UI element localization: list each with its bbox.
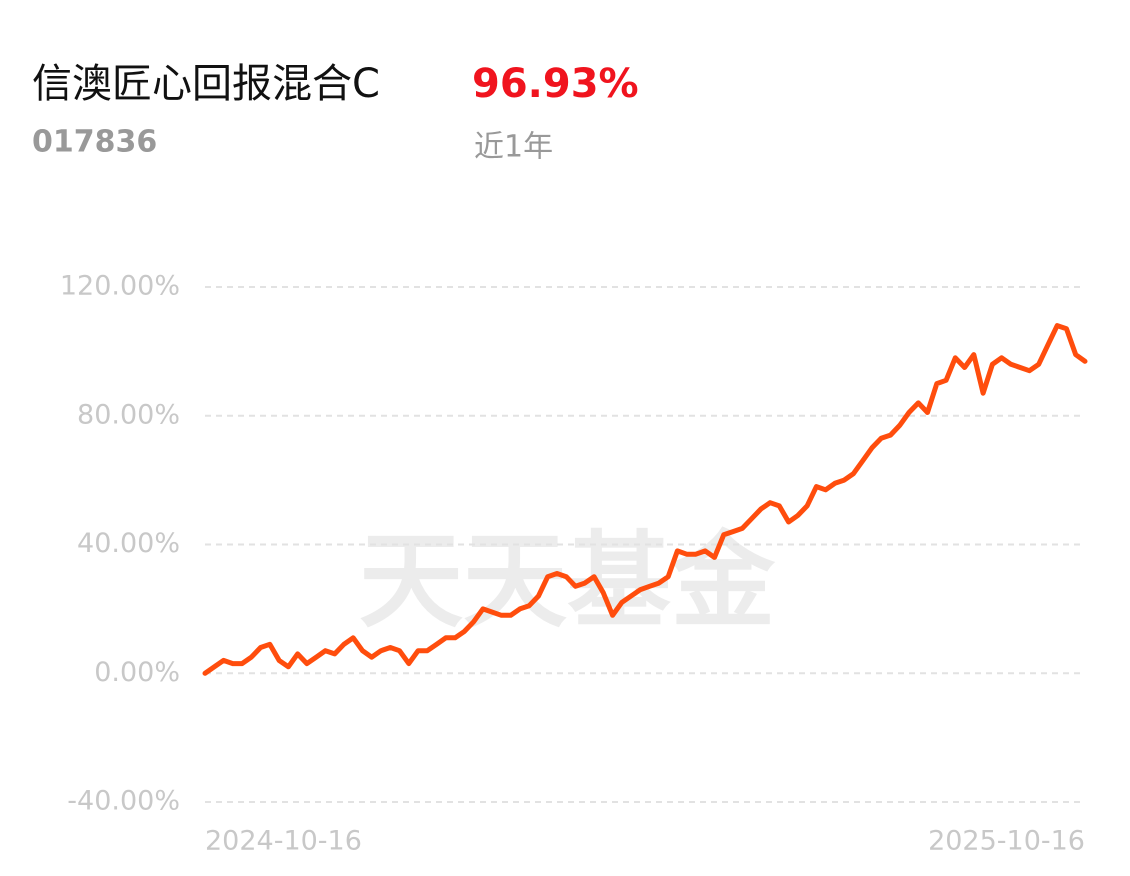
fund-code: 017836 <box>32 125 157 160</box>
return-value: 96.93% <box>472 61 639 107</box>
y-tick-label: 0.00% <box>94 657 180 688</box>
y-tick-label: 120.00% <box>60 271 180 302</box>
x-tick-label: 2024-10-16 <box>205 826 362 857</box>
x-tick-label: 2025-10-16 <box>928 826 1085 857</box>
y-tick-label: 40.00% <box>77 528 180 559</box>
y-tick-label: -40.00% <box>67 786 180 817</box>
period-label: 近1年 <box>474 130 553 165</box>
fund-title: 信澳匠心回报混合C <box>32 61 380 107</box>
y-tick-label: 80.00% <box>77 399 180 430</box>
price-line <box>202 323 1088 676</box>
